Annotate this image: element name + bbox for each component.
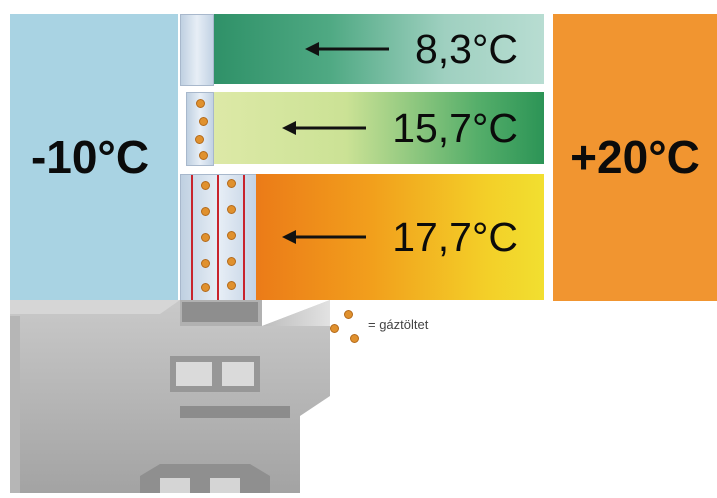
triple-glazing-temperature-bar: 17,7°C: [256, 174, 544, 300]
gas-filling-dot: [227, 281, 236, 290]
inside-temperature-label: +20°C: [570, 131, 700, 183]
gas-filling-dot: [227, 205, 236, 214]
gas-filling-dot: [201, 259, 210, 268]
gas-filling-dot: [199, 151, 208, 160]
left-arrow-icon: [304, 39, 389, 59]
gas-filling-dot: [201, 283, 210, 292]
gas-filling-dot: [195, 135, 204, 144]
inside-temperature-panel: [553, 14, 717, 301]
gas-filling-dot: [350, 334, 359, 343]
gas-filling-dot: [199, 117, 208, 126]
left-arrow-icon: [282, 227, 367, 247]
gas-filling-dot: [201, 233, 210, 242]
triple-glazing-unit: [180, 174, 258, 302]
triple-glazing-temperature-value: 17,7°C: [392, 213, 518, 260]
single-glazing-pane: [180, 14, 214, 86]
gas-filling-dot: [227, 257, 236, 266]
left-arrow-icon: [282, 118, 367, 138]
double-glazing-temperature-value: 15,7°C: [392, 104, 518, 151]
double-glazing-temperature-bar: 15,7°C: [214, 92, 544, 164]
low-e-coating-line: [243, 175, 245, 301]
gas-filling-legend-text: = gáztöltet: [368, 317, 429, 332]
gas-filling-legend-icon: [330, 310, 364, 344]
single-glazing-temperature-bar: 8,3°C: [214, 14, 544, 84]
outside-temperature-panel: [10, 14, 178, 300]
single-glazing-temperature-value: 8,3°C: [414, 25, 518, 72]
gas-filling-dot: [196, 99, 205, 108]
window-frame-profile: [0, 296, 340, 498]
low-e-coating-line: [217, 175, 219, 301]
double-glazing-unit: [186, 92, 214, 166]
gas-filling-dot: [201, 181, 210, 190]
outside-temperature-label: -10°C: [30, 131, 150, 183]
gas-filling-dot: [227, 179, 236, 188]
gas-filling-dot: [330, 324, 339, 333]
low-e-coating-line: [191, 175, 193, 301]
gas-filling-dot: [344, 310, 353, 319]
gas-filling-dot: [227, 231, 236, 240]
gas-filling-dot: [201, 207, 210, 216]
